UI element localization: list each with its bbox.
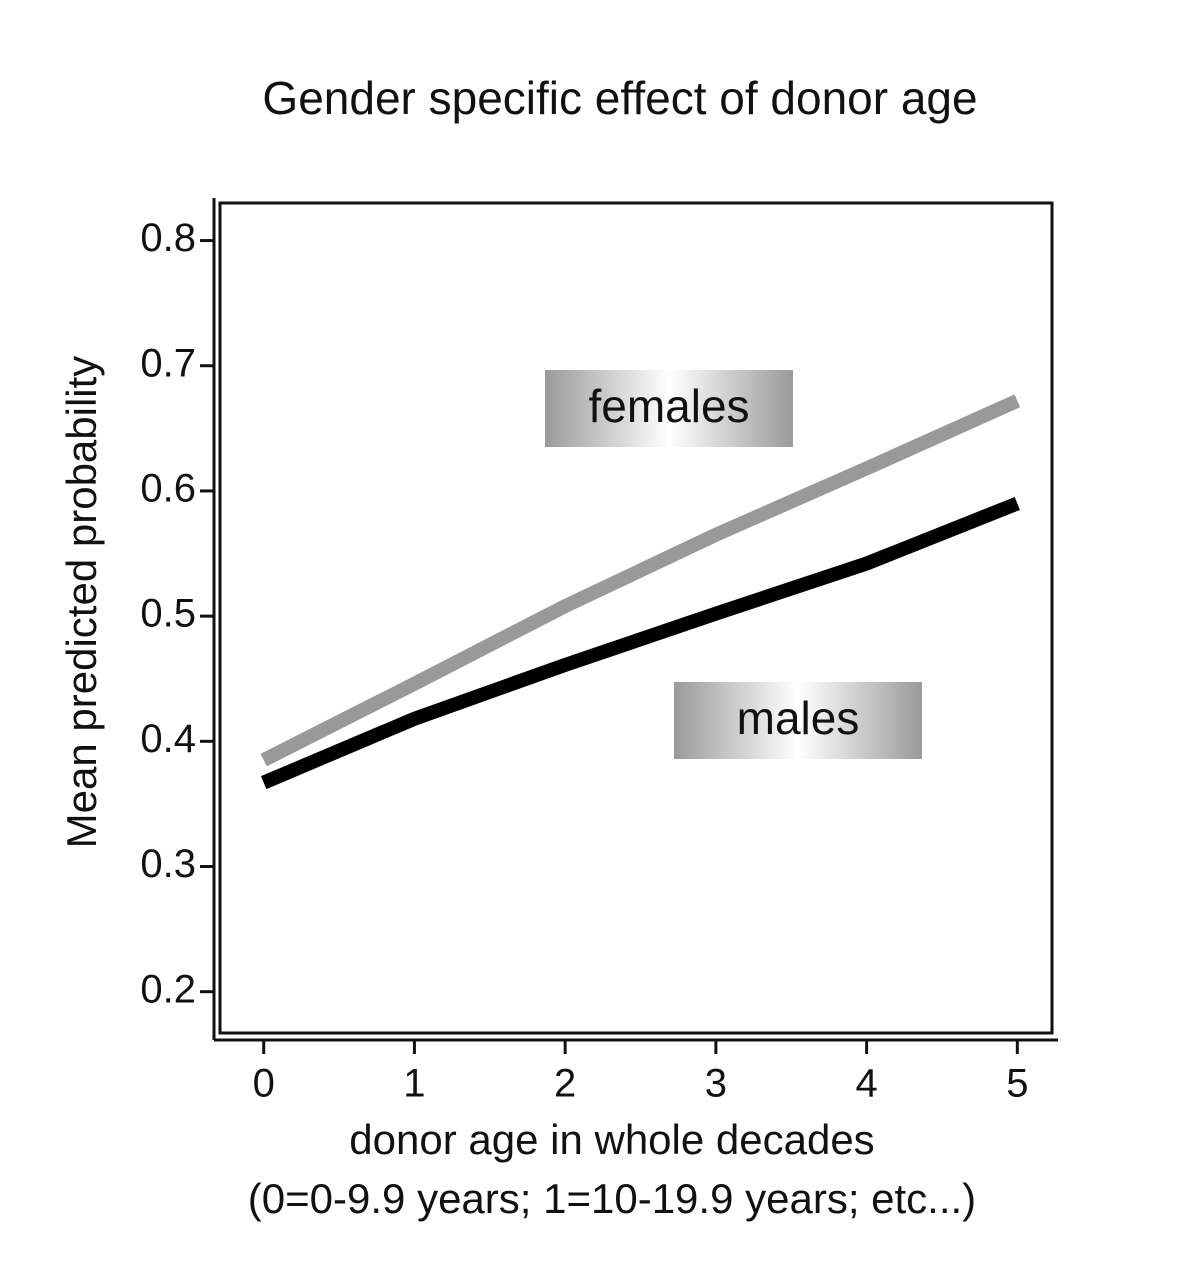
y-tick-label: 0.7: [140, 341, 196, 385]
chart-title: Gender specific effect of donor age: [262, 72, 977, 124]
plot-frame: [218, 201, 1054, 1035]
y-tick-label: 0.3: [140, 842, 196, 886]
x-tick-label: 4: [855, 1062, 877, 1106]
x-tick-label: 3: [705, 1062, 727, 1106]
series-label: males: [737, 692, 860, 744]
y-tick-label: 0.8: [140, 216, 196, 260]
x-tick-label: 5: [1006, 1062, 1028, 1106]
y-tick-label: 0.6: [140, 466, 196, 510]
series-label: females: [588, 380, 749, 432]
x-tick-label: 2: [554, 1062, 576, 1106]
series-label-box: [545, 370, 793, 447]
series-line: [260, 394, 1021, 767]
series-line: [260, 496, 1020, 790]
y-axis-label: Mean predicted probability: [58, 356, 105, 849]
x-axis-label: donor age in whole decades: [349, 1116, 874, 1163]
x-axis-note: (0=0-9.9 years; 1=10-19.9 years; etc...): [248, 1175, 976, 1222]
x-tick-label: 1: [403, 1062, 425, 1106]
series-label-box: [674, 682, 922, 759]
x-tick-label: 0: [253, 1062, 275, 1106]
y-tick-label: 0.4: [140, 717, 196, 761]
y-tick-label: 0.2: [140, 967, 196, 1011]
y-tick-label: 0.5: [140, 592, 196, 636]
